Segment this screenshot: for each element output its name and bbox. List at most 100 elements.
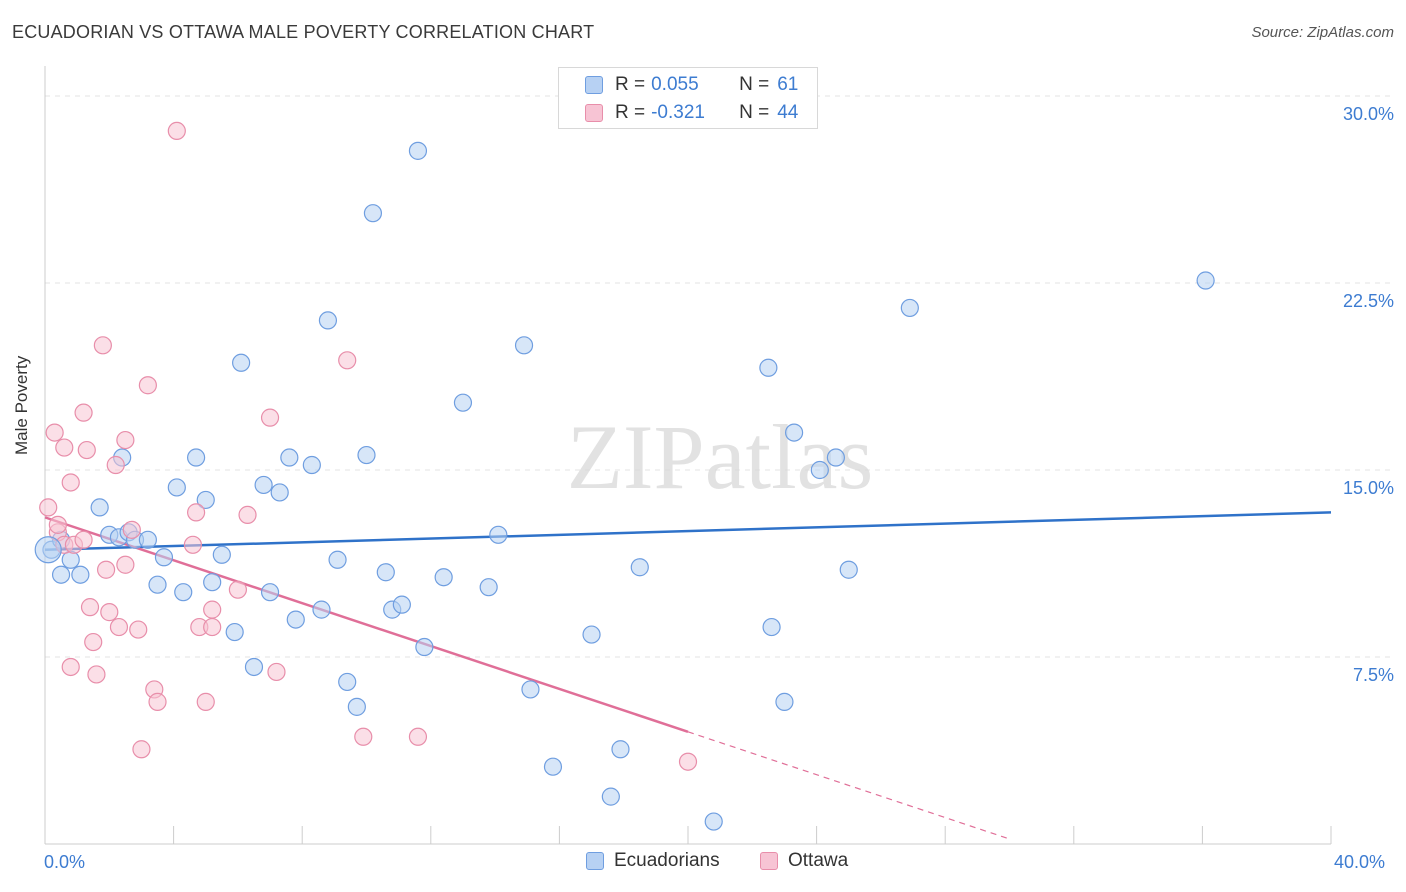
ecuadorians-point-54 xyxy=(762,617,781,637)
ottawa-point-0 xyxy=(39,498,58,517)
ecuadorians-point-53 xyxy=(759,358,778,377)
ecuadorians-point-49 xyxy=(601,787,620,806)
ecuadorians-point-38 xyxy=(392,595,411,614)
ecuadorians-point-55 xyxy=(775,692,794,711)
ottawa-point-15 xyxy=(93,336,112,355)
ecuadorians-point-13 xyxy=(154,548,174,567)
y-tick-label-0: 7.5% xyxy=(1352,665,1394,685)
bottom-legend: Ecuadorians Ottawa xyxy=(0,850,1406,878)
ecuadorians-point-56 xyxy=(784,423,804,442)
ecuadorians-point-42 xyxy=(453,393,473,412)
ottawa-point-19 xyxy=(109,617,129,637)
ottawa-point-12 xyxy=(80,598,100,617)
ottawa-point-29 xyxy=(183,535,202,554)
ecuadorians-point-35 xyxy=(363,204,383,223)
legend-swatch-pink xyxy=(585,104,603,122)
ecuadorians-point-12 xyxy=(148,575,167,594)
ottawa-point-25 xyxy=(138,376,157,395)
ottawa-point-11 xyxy=(77,440,96,460)
ecuadorians-point-25 xyxy=(270,483,289,502)
ecuadorians-point-51 xyxy=(630,558,649,577)
ecuadorians-point-58 xyxy=(826,448,845,467)
chart-title: ECUADORIAN VS OTTAWA MALE POVERTY CORREL… xyxy=(12,22,595,42)
ecuadorians-point-52 xyxy=(704,812,723,831)
ecuadorians-point-26 xyxy=(280,448,299,467)
ottawa-point-40 xyxy=(354,727,373,746)
ottawa-point-6 xyxy=(61,473,80,492)
ecuadorians-point-47 xyxy=(543,757,563,776)
ottawa-point-9 xyxy=(74,530,93,549)
ottawa-point-7 xyxy=(61,657,80,677)
x-tick-label-max: 40.0% xyxy=(1334,852,1386,872)
ecuadorians-point-59 xyxy=(839,560,858,579)
ecuadorians-point-16 xyxy=(187,448,206,467)
ottawa-point-37 xyxy=(260,408,280,427)
ottawa-point-21 xyxy=(116,555,135,574)
ecuadorians-point-39 xyxy=(408,141,428,160)
ecuadorians-point-61 xyxy=(1196,271,1215,290)
ottawa-point-27 xyxy=(148,692,167,711)
ottawa-point-24 xyxy=(132,740,151,759)
legend-swatch-blue xyxy=(585,76,603,94)
legend-n-value: 44 xyxy=(777,102,799,123)
legend-row-ecuadorians: R = 0.055 N = 61 xyxy=(559,71,798,99)
ottawa-point-30 xyxy=(187,503,206,522)
ecuadorians-point-27 xyxy=(286,610,305,629)
ottawa-point-17 xyxy=(100,603,119,622)
legend-item-ecuadorians[interactable]: Ecuadorians xyxy=(586,850,720,872)
ecuadorians-point-18 xyxy=(203,573,222,592)
ottawa-point-34 xyxy=(203,617,222,637)
ecuadorians-point-29 xyxy=(312,600,331,619)
legend-item-ottawa[interactable]: Ottawa xyxy=(760,850,848,872)
ecuadorians-point-23 xyxy=(254,475,273,495)
ottawa-point-16 xyxy=(96,560,116,579)
ottawa-point-28 xyxy=(167,121,186,141)
ecuadorians-point-46 xyxy=(521,680,540,699)
ecuadorians-point-20 xyxy=(225,622,244,642)
ecuadorians-point-41 xyxy=(434,568,453,587)
ecuadorians-point-48 xyxy=(582,625,601,644)
ecuadorians-point-large xyxy=(34,536,62,564)
watermark: ZIPatlas xyxy=(567,406,874,508)
y-tick-label-2: 22.5% xyxy=(1342,291,1394,311)
legend-r-label: R = xyxy=(615,102,646,123)
ottawa-trend-extension xyxy=(687,731,1010,840)
ecuadorians-point-45 xyxy=(514,336,534,355)
source-label: Source: ZipAtlas.com xyxy=(1251,24,1394,41)
legend-label-ecuadorians: Ecuadorians xyxy=(614,850,720,871)
ottawa-point-22 xyxy=(122,520,141,539)
gridlines xyxy=(45,95,1393,658)
data-points xyxy=(34,121,1215,831)
ecuadorians-point-5 xyxy=(90,498,109,517)
ottawa-point-3 xyxy=(48,515,67,534)
ecuadorians-point-40 xyxy=(415,637,434,657)
legend-n-label: N = xyxy=(739,102,770,123)
ottawa-point-13 xyxy=(84,632,103,652)
ecuadorians-trend-line xyxy=(44,511,1332,552)
ecuadorians-point-31 xyxy=(328,550,347,569)
legend-r-label: R = xyxy=(615,74,646,95)
ecuadorians-point-4 xyxy=(71,565,90,584)
ottawa-point-23 xyxy=(129,620,148,639)
legend-swatch-blue xyxy=(586,852,604,870)
y-axis-label: Male Poverty xyxy=(12,355,31,455)
ottawa-point-5 xyxy=(55,438,74,457)
legend-label-ottawa: Ottawa xyxy=(788,850,849,871)
ecuadorians-point-28 xyxy=(302,455,321,475)
x-tick-label-min: 0.0% xyxy=(44,852,86,872)
legend-n-value: 61 xyxy=(777,74,799,95)
ecuadorians-point-34 xyxy=(357,445,376,465)
ecuadorians-point-30 xyxy=(318,311,338,330)
legend-r-value: 0.055 xyxy=(651,74,699,95)
ecuadorians-point-24 xyxy=(260,583,280,602)
ecuadorians-point-15 xyxy=(174,583,193,602)
legend-row-ottawa: R = -0.321 N = 44 xyxy=(559,99,798,127)
ottawa-point-32 xyxy=(196,692,215,711)
ottawa-trend-line xyxy=(44,516,689,733)
ottawa-point-14 xyxy=(87,665,106,684)
y-tick-label-1: 15.0% xyxy=(1342,478,1394,498)
ecuadorians-point-60 xyxy=(900,298,919,318)
ottawa-point-42 xyxy=(678,752,698,771)
y-tick-label-3: 30.0% xyxy=(1342,104,1394,124)
ecuadorians-point-17 xyxy=(196,490,215,510)
